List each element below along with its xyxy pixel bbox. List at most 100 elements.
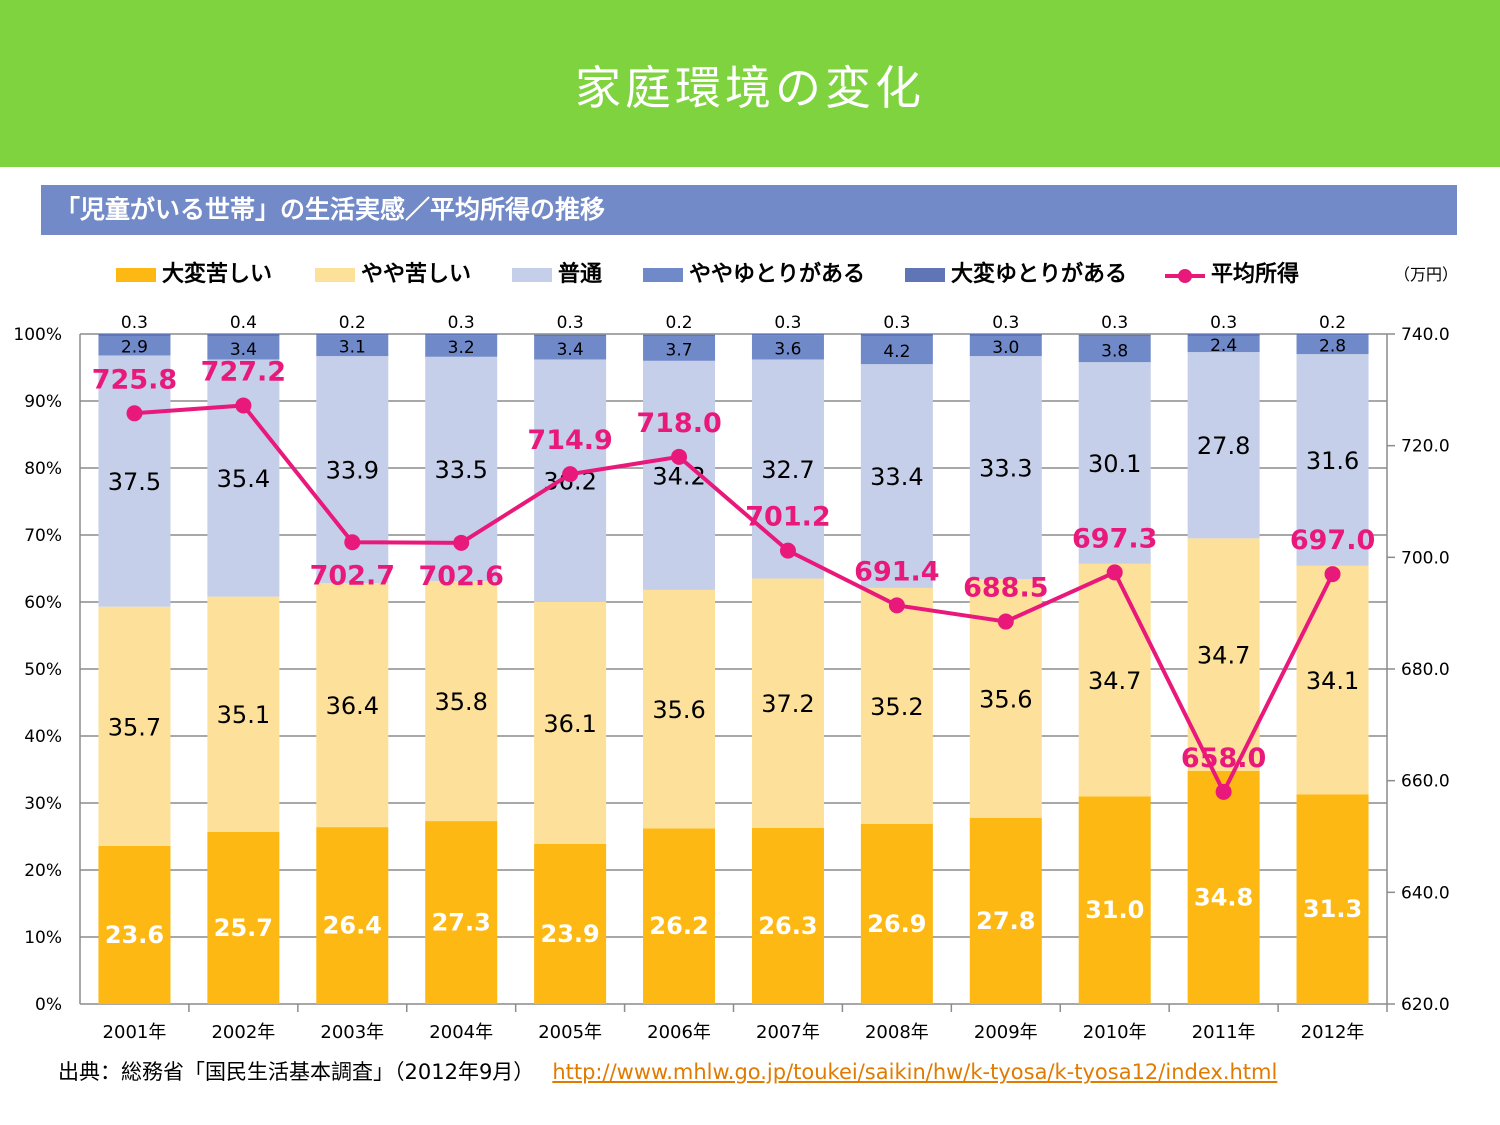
bar-data-label: 2.4	[1210, 336, 1237, 356]
income-point	[888, 597, 905, 614]
bar-data-label: 27.8	[976, 907, 1035, 935]
bar-segment	[643, 589, 716, 829]
bar-segment	[316, 334, 389, 336]
bar-data-label: 35.7	[108, 713, 161, 741]
y-left-tick: 100%	[13, 325, 62, 345]
bar-segment	[1187, 770, 1260, 1004]
bar-segment	[1296, 335, 1369, 355]
bar-data-label: 23.9	[541, 920, 600, 948]
y-left-tick: 50%	[24, 660, 62, 680]
bar-data-label: 35.4	[217, 465, 270, 493]
bar-data-label: 35.6	[652, 696, 705, 724]
source-link[interactable]: http://www.mhlw.go.jp/toukei/saikin/hw/k…	[552, 1060, 1278, 1084]
bar-segment	[1296, 565, 1369, 795]
bar-segment	[1078, 796, 1151, 1004]
bar-segment	[1296, 354, 1369, 566]
bar-segment	[534, 334, 607, 337]
income-point	[126, 405, 143, 422]
income-data-label: 718.0	[636, 408, 721, 439]
bar-segment	[1296, 794, 1369, 1004]
bar-data-label: 34.1	[1306, 667, 1359, 695]
bar-data-label: 3.1	[339, 338, 366, 358]
bar-data-label: 0.2	[339, 313, 366, 333]
bar-data-label: 0.2	[666, 313, 693, 333]
bar-data-label: 31.6	[1306, 447, 1359, 475]
bar-data-label: 33.3	[979, 455, 1032, 483]
y-right-tick: 640.0	[1401, 883, 1450, 903]
bar-segment	[751, 359, 824, 579]
legend-label: 大変ゆとりがある	[951, 261, 1127, 287]
bar-segment	[643, 336, 716, 361]
bar-segment	[98, 334, 171, 337]
bar-segment	[751, 334, 824, 336]
bar-data-label: 35.1	[217, 701, 270, 729]
bar-segment	[316, 583, 389, 828]
bar-segment	[643, 828, 716, 1004]
bar-data-label: 33.5	[434, 456, 487, 484]
bar-segment	[534, 843, 607, 1004]
y-right-tick: 700.0	[1401, 548, 1450, 568]
y-right-tick: 680.0	[1401, 660, 1450, 680]
y-left-tick: 10%	[24, 928, 62, 948]
bar-data-label: 36.4	[326, 692, 379, 720]
bar-segment	[1078, 362, 1151, 564]
bar-segment	[425, 581, 498, 822]
income-point	[453, 534, 470, 551]
bar-segment	[1187, 334, 1260, 337]
x-tick-label: 2007年	[756, 1022, 820, 1043]
income-data-label: 701.2	[745, 502, 830, 533]
legend-swatch	[116, 268, 156, 282]
income-data-label: 725.8	[92, 364, 177, 395]
bar-segment	[1187, 352, 1260, 539]
bar-segment	[969, 817, 1042, 1004]
bar-data-label: 0.3	[448, 313, 475, 333]
x-tick-label: 2011年	[1192, 1022, 1256, 1043]
bar-segment	[860, 587, 933, 824]
bar-segment	[751, 578, 824, 828]
legend-line-marker	[1178, 269, 1192, 283]
income-point	[997, 613, 1014, 630]
y-right-tick: 720.0	[1401, 437, 1450, 457]
bar-data-label: 31.3	[1303, 895, 1362, 923]
income-point	[562, 466, 579, 483]
x-tick-label: 2002年	[211, 1022, 275, 1043]
bar-segment	[1296, 334, 1369, 336]
bar-data-label: 37.5	[108, 468, 161, 496]
x-tick-label: 2005年	[538, 1022, 602, 1043]
bar-segment	[316, 335, 389, 357]
bar-segment	[969, 336, 1042, 357]
y-left-tick: 20%	[24, 861, 62, 881]
legend-label: 普通	[558, 261, 602, 287]
legend-swatch	[905, 268, 945, 282]
bar-segment	[1078, 563, 1151, 797]
legend-label: 平均所得	[1211, 261, 1299, 287]
income-data-label: 714.9	[527, 425, 612, 456]
y-right-unit: （万円）	[1394, 265, 1458, 284]
bar-data-label: 0.3	[774, 313, 801, 333]
bar-data-label: 30.1	[1088, 450, 1141, 478]
x-tick-label: 2009年	[974, 1022, 1038, 1043]
income-point	[671, 448, 688, 465]
bar-data-label: 0.3	[883, 313, 910, 333]
legend-label: やや苦しい	[361, 262, 471, 287]
bar-segment	[860, 336, 933, 365]
bar-data-label: 26.2	[649, 912, 708, 940]
y-left-tick: 40%	[24, 727, 62, 747]
x-tick-label: 2001年	[103, 1022, 167, 1043]
bar-segment	[207, 336, 280, 360]
y-left-tick: 90%	[24, 392, 62, 412]
bar-data-label: 0.3	[992, 313, 1019, 333]
income-point	[779, 542, 796, 559]
y-left-tick: 70%	[24, 526, 62, 546]
bar-data-label: 2.8	[1319, 337, 1346, 357]
bar-segment	[316, 827, 389, 1004]
bar-segment	[1187, 336, 1260, 353]
bar-segment	[1078, 334, 1151, 337]
bar-segment	[425, 334, 498, 336]
bar-segment	[98, 355, 171, 607]
bar-data-label: 26.4	[323, 912, 382, 940]
x-tick-label: 2012年	[1301, 1022, 1365, 1043]
chart-subtitle: 「児童がいる世帯」の生活実感／平均所得の推移	[41, 185, 1457, 235]
legend-swatch	[315, 268, 355, 282]
bar-data-label: 32.7	[761, 456, 814, 484]
